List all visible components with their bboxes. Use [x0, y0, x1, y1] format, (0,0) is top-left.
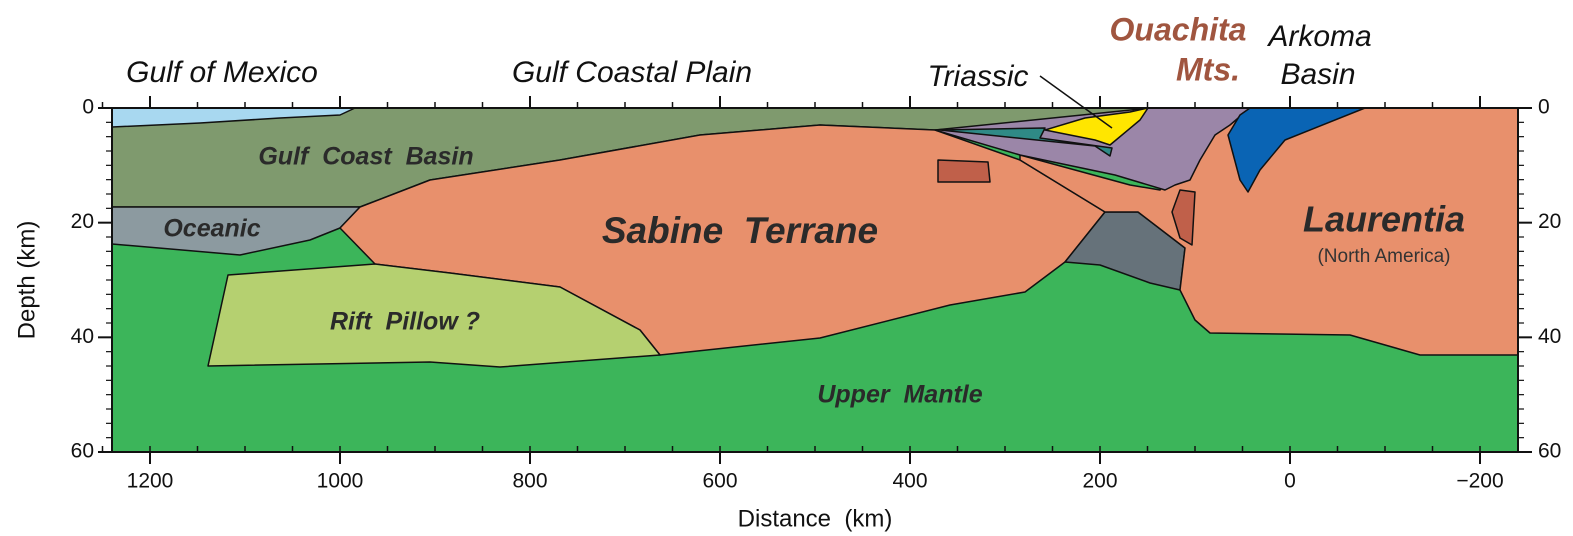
y-tick-label: 60 — [71, 440, 94, 463]
x-tick-label: 0 — [1284, 470, 1296, 493]
y-tick-label: 0 — [82, 96, 94, 119]
x-axis-label: Distance (km) — [738, 505, 893, 532]
region-label: Basin — [1280, 58, 1355, 91]
y-tick-label-right: 20 — [1538, 210, 1561, 233]
y-tick-label-right: 60 — [1538, 440, 1561, 463]
x-tick-label: 200 — [1082, 470, 1117, 493]
x-tick-label: 1000 — [317, 470, 364, 493]
region-label: Gulf Coastal Plain — [512, 56, 752, 89]
cross-section: Gulf of Mexico Gulf Coastal Plain Triass… — [0, 0, 1573, 536]
y-tick-label: 40 — [71, 325, 94, 348]
unit-label: (North America) — [1317, 246, 1450, 267]
y-tick-label: 20 — [71, 210, 94, 233]
region-label: Gulf of Mexico — [126, 56, 318, 89]
y-tick-label-right: 40 — [1538, 325, 1561, 348]
brown-block — [938, 160, 990, 182]
unit-label: Upper Mantle — [817, 381, 982, 409]
unit-label: Oceanic — [163, 215, 260, 243]
x-tick-label: −200 — [1456, 470, 1503, 493]
unit-label: Rift Pillow ? — [330, 308, 480, 336]
unit-label: Laurentia — [1303, 199, 1465, 240]
unit-label: Gulf Coast Basin — [258, 143, 473, 171]
region-label: Ouachita — [1110, 11, 1247, 47]
x-tick-label: 1200 — [127, 470, 174, 493]
x-tick-label: 800 — [512, 470, 547, 493]
region-label: Arkoma — [1266, 20, 1371, 53]
region-label: Mts. — [1176, 51, 1240, 87]
y-axis-label: Depth (km) — [13, 221, 40, 340]
region-label: Triassic — [927, 60, 1028, 93]
unit-label: Sabine Terrane — [602, 210, 878, 251]
x-tick-label: 600 — [702, 470, 737, 493]
y-tick-label-right: 0 — [1538, 96, 1550, 119]
x-tick-label: 400 — [892, 470, 927, 493]
